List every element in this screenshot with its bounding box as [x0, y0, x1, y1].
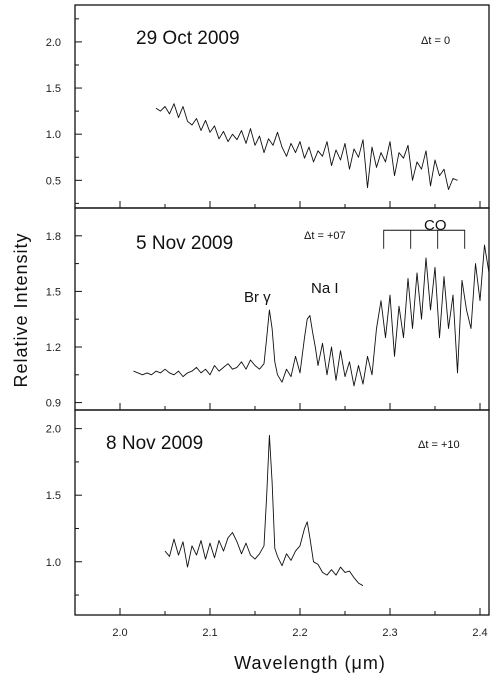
y-axis-ticks: 1.0 1.5 2.0	[46, 424, 82, 596]
panel-delta-t-label: Δt = 0	[421, 35, 450, 47]
spectrum-line	[164, 434, 364, 587]
x-tick-label: 2.4	[472, 627, 487, 639]
y-tick-label: 1.5	[46, 83, 61, 95]
panel-delta-t-label: Δt = +07	[304, 230, 346, 242]
panel-oct-29: 0.5 1.0 1.5 2.0 29 Oct 2009 Δt = 0	[46, 4, 490, 209]
co-bandhead-bracket	[383, 229, 466, 249]
panel-delta-t-label: Δt = +10	[418, 439, 460, 451]
panel-nov-8: 1.0 1.5 2.0 8 Nov 2009 Δt = +10	[46, 409, 490, 616]
y-tick-label: 1.2	[46, 342, 61, 354]
br-gamma-label: Br γ	[244, 289, 271, 306]
x-tick-label: 2.1	[202, 627, 217, 639]
panel-date-label: 8 Nov 2009	[106, 433, 203, 454]
spectrum-line	[155, 103, 458, 190]
y-tick-label: 2.0	[46, 424, 61, 436]
y-tick-label: 0.5	[46, 175, 61, 187]
panel-date-label: 29 Oct 2009	[136, 28, 240, 49]
x-tick-label: 2.3	[382, 627, 397, 639]
y-tick-label: 1.5	[46, 490, 61, 502]
y-tick-label: 1.0	[46, 557, 61, 569]
panel-frame	[74, 409, 490, 616]
co-label: CO	[424, 217, 447, 234]
spectrum-line	[133, 244, 490, 387]
y-tick-label: 1.0	[46, 129, 61, 141]
panel-nov-5: 0.9 1.2 1.5 1.8 5 Nov 2009 Δt = +07 Br γ Na…	[46, 207, 490, 411]
x-tick-label: 2.0	[112, 627, 127, 639]
x-axis-title: Wavelength (μm)	[234, 653, 386, 673]
na-i-label: Na I	[311, 280, 339, 297]
y-tick-label: 0.9	[46, 398, 61, 410]
y-axis-ticks: 0.5 1.0 1.5 2.0	[46, 18, 82, 204]
panel-date-label: 5 Nov 2009	[136, 233, 233, 254]
y-axis-title: Relative Intensity	[11, 232, 31, 387]
y-tick-label: 1.8	[46, 231, 61, 243]
y-tick-label: 2.0	[46, 37, 61, 49]
x-tick-label: 2.2	[292, 627, 307, 639]
x-axis-ticks: 2.0 2.1 2.2 2.3 2.4	[74, 201, 488, 639]
y-axis-ticks: 0.9 1.2 1.5 1.8	[46, 207, 82, 410]
y-tick-label: 1.5	[46, 286, 61, 298]
